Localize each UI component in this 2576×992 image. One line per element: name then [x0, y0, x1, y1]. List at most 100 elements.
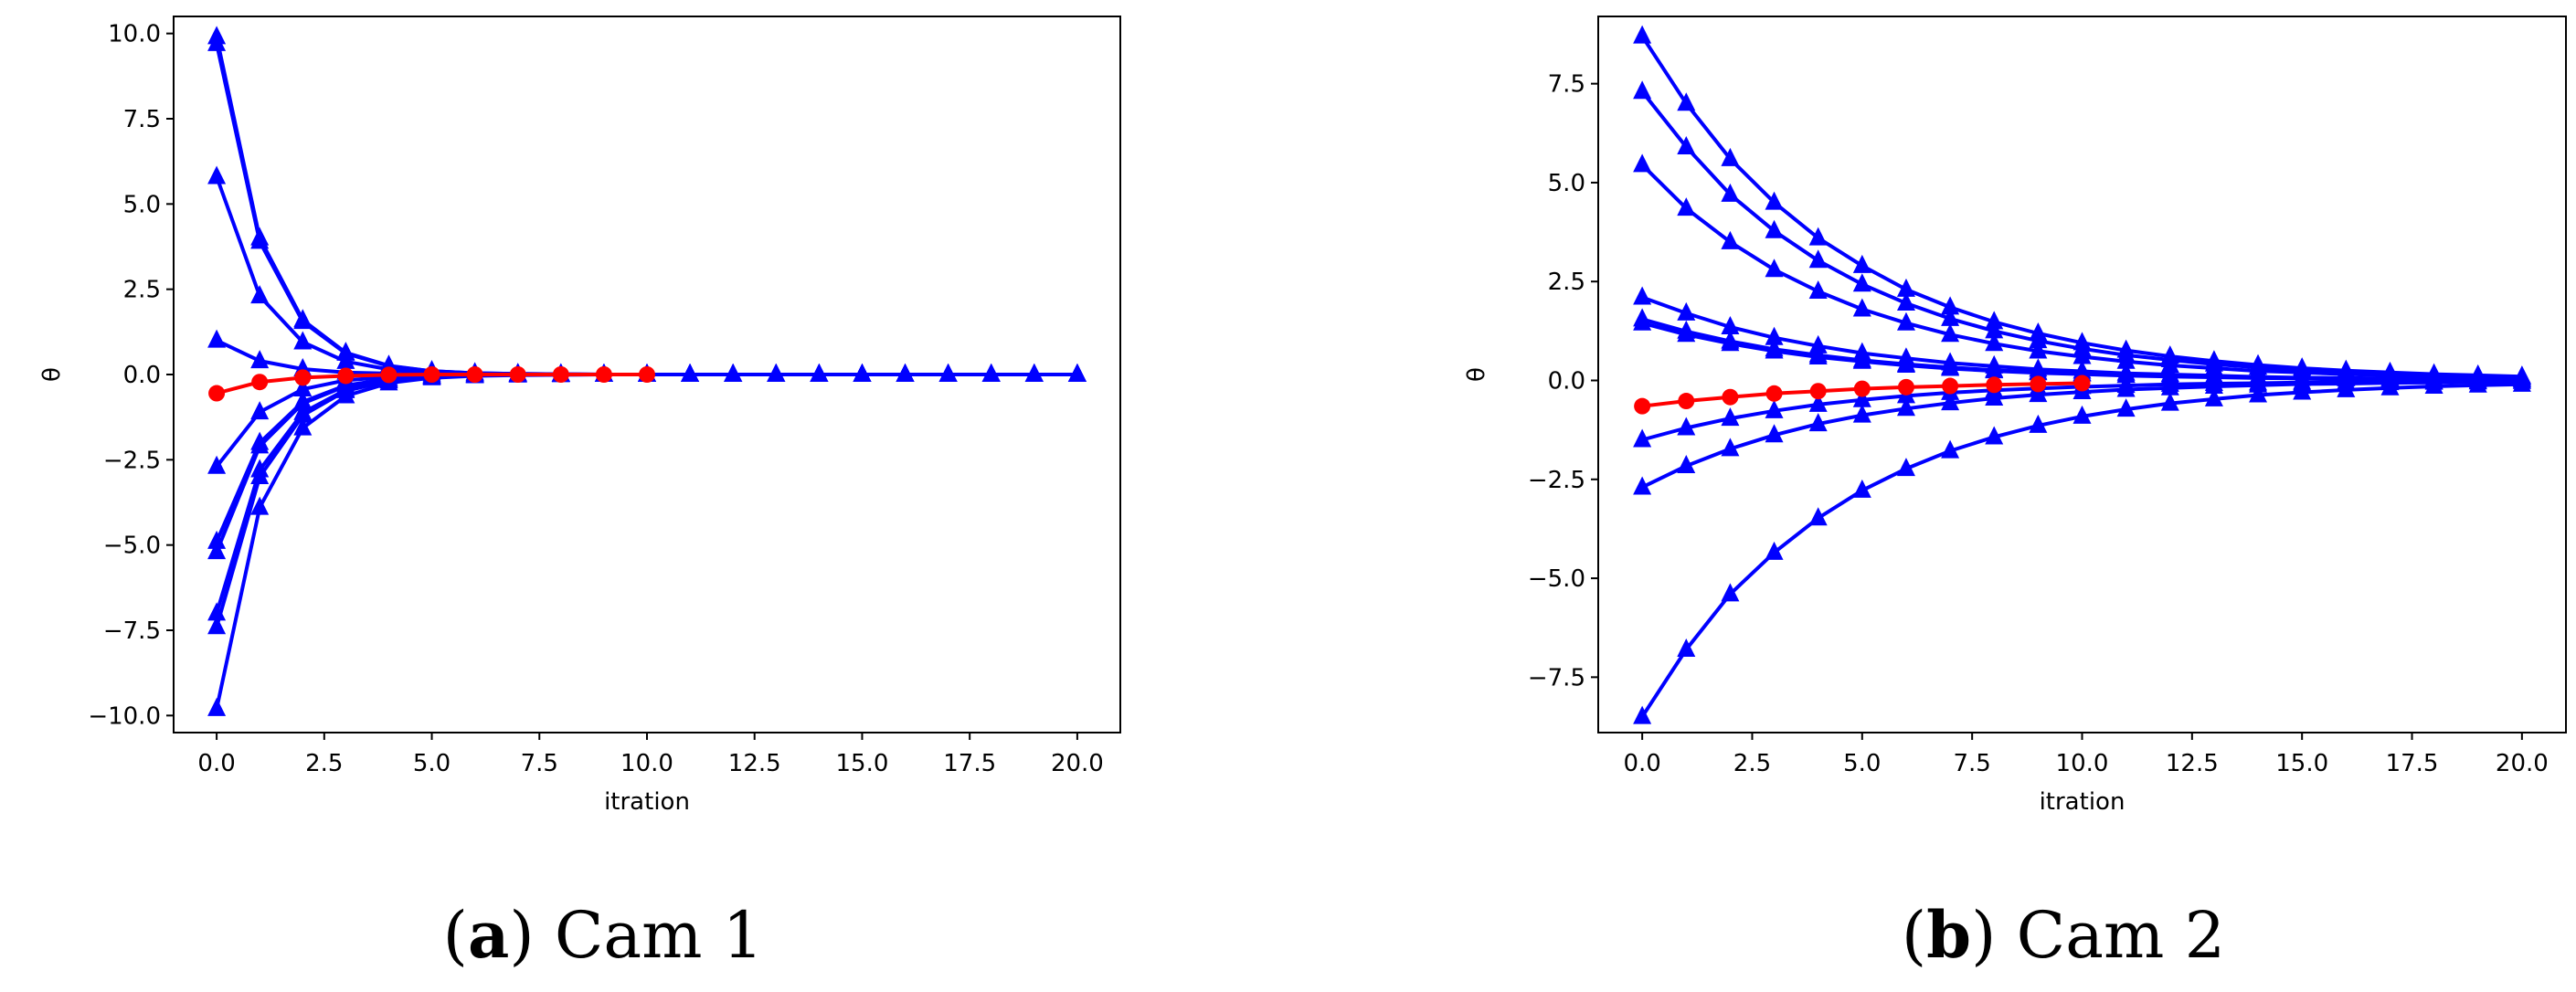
data-point	[1721, 407, 1740, 427]
data-point	[1677, 455, 1696, 474]
data-point	[1765, 340, 1784, 359]
chart-panel-1: 0.0 2.5 5.0 7.5 10.0 12.5 15.0 17.5 20.0 10.0 7.5 5…	[38, 16, 1121, 973]
data-point	[207, 165, 227, 185]
data-point	[1985, 360, 2004, 379]
x-tick-label: 0.0	[1623, 750, 1660, 777]
data-point	[1852, 479, 1871, 498]
data-point	[294, 369, 312, 386]
x-tick-label: 7.5	[1953, 750, 1990, 777]
data-point	[1985, 320, 2004, 339]
data-point	[207, 455, 227, 474]
data-point	[250, 466, 270, 484]
caption-letter: b	[1926, 897, 1971, 973]
data-point	[2293, 381, 2312, 400]
data-point	[1765, 219, 1784, 238]
data-point	[1677, 417, 1696, 436]
x-tick-label: 2.5	[1733, 750, 1771, 777]
data-point	[1765, 424, 1784, 443]
data-point	[2380, 376, 2400, 396]
caption-text: Cam 2	[2017, 898, 2225, 973]
data-point	[293, 311, 313, 330]
x-tick-label: 5.0	[1843, 750, 1881, 777]
series-1	[207, 26, 1087, 382]
data-point	[1633, 428, 1652, 448]
y-tick-label: −7.5	[103, 617, 161, 645]
series-line	[215, 36, 1077, 376]
data-point	[1896, 458, 1915, 477]
data-point	[1852, 254, 1871, 273]
data-point	[1985, 386, 2004, 406]
data-point	[1067, 364, 1087, 382]
x-tick-label: 12.5	[2166, 750, 2219, 777]
data-point	[2249, 374, 2268, 393]
data-point	[423, 366, 440, 383]
caption-close-paren: )	[509, 898, 555, 973]
data-point	[1677, 323, 1696, 343]
data-point	[1765, 399, 1784, 418]
data-point	[1808, 393, 1828, 412]
data-point	[1722, 388, 1739, 406]
data-point	[2512, 373, 2531, 392]
data-point	[250, 350, 270, 369]
x-tick-label: 20.0	[2496, 750, 2549, 777]
data-point	[981, 364, 1001, 382]
data-point	[1896, 397, 1915, 417]
data-point	[1941, 392, 1960, 411]
caption-close-paren: )	[1971, 898, 2017, 973]
data-point	[2468, 374, 2487, 393]
x-tick-label: 20.0	[1051, 750, 1104, 777]
caption-open-paren: (	[1902, 898, 1926, 973]
series-line	[215, 373, 1077, 710]
data-point	[1853, 380, 1871, 397]
data-point	[250, 496, 270, 515]
series-1	[1633, 25, 2531, 385]
data-point	[1896, 292, 1915, 311]
x-axis-label: itration	[604, 788, 690, 816]
data-point	[1808, 227, 1828, 246]
data-point	[767, 364, 786, 382]
x-tick-label: 10.0	[620, 750, 673, 777]
data-point	[466, 366, 483, 383]
x-tick-label: 0.0	[197, 750, 235, 777]
data-point	[1721, 583, 1740, 602]
y-tick-label: 5.0	[1548, 170, 1585, 197]
x-axis-label: itration	[2040, 788, 2125, 816]
data-point	[1633, 476, 1652, 495]
caption-text: Cam 1	[555, 898, 763, 973]
y-tick-label: 2.5	[123, 277, 161, 304]
series-2	[207, 32, 1087, 382]
data-point	[2030, 375, 2047, 393]
x-tick-label: 15.0	[836, 750, 889, 777]
data-point	[293, 417, 313, 436]
series-line	[215, 43, 1077, 376]
data-point	[251, 374, 269, 391]
y-axis-label: θ	[1463, 367, 1490, 382]
data-point	[2029, 384, 2048, 403]
data-point	[250, 285, 270, 304]
x-tick-label: 17.5	[943, 750, 996, 777]
series-9	[1633, 373, 2531, 724]
data-point	[681, 364, 700, 382]
y-axis-label: θ	[38, 367, 66, 382]
data-point	[1721, 230, 1740, 249]
data-point	[1896, 354, 1915, 374]
data-point	[250, 401, 270, 420]
y-tick-label: −5.0	[103, 533, 161, 560]
data-point	[2160, 376, 2179, 396]
data-point	[2072, 345, 2092, 364]
data-point	[1852, 404, 1871, 423]
x-tick-label: 7.5	[521, 750, 558, 777]
y-tick-label: −2.5	[103, 447, 161, 474]
data-point	[1633, 311, 1652, 331]
data-point	[938, 364, 958, 382]
data-point	[552, 366, 569, 383]
data-point	[1852, 350, 1871, 369]
data-point	[595, 366, 612, 383]
chart-panel-2: 0.0 2.5 5.0 7.5 10.0 12.5 15.0 17.5 20.0 7.5 5.0 2.…	[1463, 16, 2567, 973]
data-point	[853, 364, 872, 382]
data-point	[1986, 376, 2003, 394]
data-point	[2073, 375, 2091, 392]
data-point	[1765, 191, 1784, 210]
y-tick-label: 7.5	[1548, 71, 1585, 99]
